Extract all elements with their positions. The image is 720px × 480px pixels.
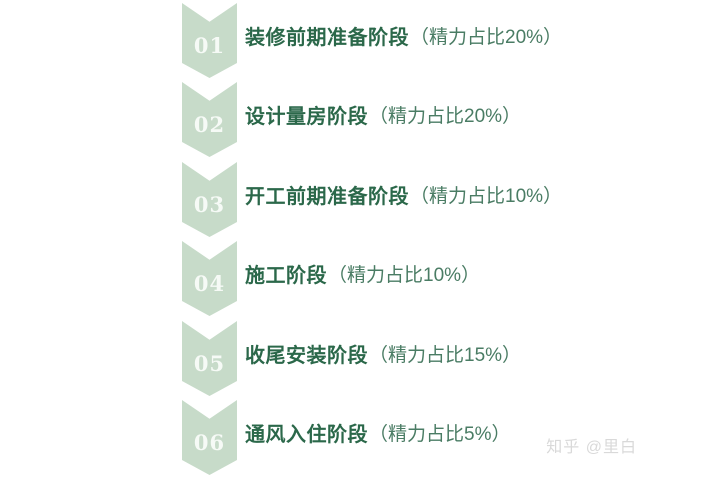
step-label: 设计量房阶段 （精力占比20%） <box>245 82 521 146</box>
step-chevron-down-icon: 06 <box>182 400 237 475</box>
step-stage-text: 施工阶段 <box>245 264 327 287</box>
step-number: 04 <box>193 270 226 296</box>
step-stage-text: 通风入住阶段 <box>245 423 368 446</box>
step-note-text: （精力占比15%） <box>369 344 522 366</box>
step-chevron-down-icon: 02 <box>182 82 237 157</box>
watermark: 知乎 @里白 <box>546 439 637 456</box>
step-note-text: （精力占比20%） <box>369 105 522 127</box>
step-label: 施工阶段 （精力占比10%） <box>245 241 480 305</box>
step-chevron-down-icon: 01 <box>182 3 237 78</box>
step-chevron-down-icon: 05 <box>182 321 237 396</box>
step-note-text: （精力占比10%） <box>410 185 563 207</box>
step-stage-text: 设计量房阶段 <box>245 105 368 128</box>
step-stage-text: 装修前期准备阶段 <box>245 26 409 49</box>
step-number: 03 <box>193 191 226 217</box>
step-label: 开工前期准备阶段 （精力占比10%） <box>245 162 562 226</box>
step-label: 装修前期准备阶段 （精力占比20%） <box>245 3 562 67</box>
step-stage-text: 收尾安装阶段 <box>245 344 368 367</box>
step-note-text: （精力占比5%） <box>369 423 511 445</box>
step-note-text: （精力占比20%） <box>410 26 563 48</box>
step-note-text: （精力占比10%） <box>328 264 481 286</box>
step-number: 02 <box>193 111 226 137</box>
step-number: 01 <box>193 32 226 58</box>
flow-step: 04 施工阶段 （精力占比10%） <box>0 241 720 317</box>
flow-step: 06 通风入住阶段 （精力占比5%） <box>0 400 720 476</box>
step-number: 05 <box>193 350 226 376</box>
step-stage-text: 开工前期准备阶段 <box>245 185 409 208</box>
flow-step: 05 收尾安装阶段 （精力占比15%） <box>0 321 720 397</box>
flow-step: 01 装修前期准备阶段 （精力占比20%） <box>0 3 720 79</box>
flow-step: 03 开工前期准备阶段 （精力占比10%） <box>0 162 720 238</box>
flow-step: 02 设计量房阶段 （精力占比20%） <box>0 82 720 158</box>
step-chevron-down-icon: 04 <box>182 241 237 316</box>
step-label: 通风入住阶段 （精力占比5%） <box>245 400 510 464</box>
step-number: 06 <box>193 429 226 455</box>
step-chevron-down-icon: 03 <box>182 162 237 237</box>
step-label: 收尾安装阶段 （精力占比15%） <box>245 321 521 385</box>
